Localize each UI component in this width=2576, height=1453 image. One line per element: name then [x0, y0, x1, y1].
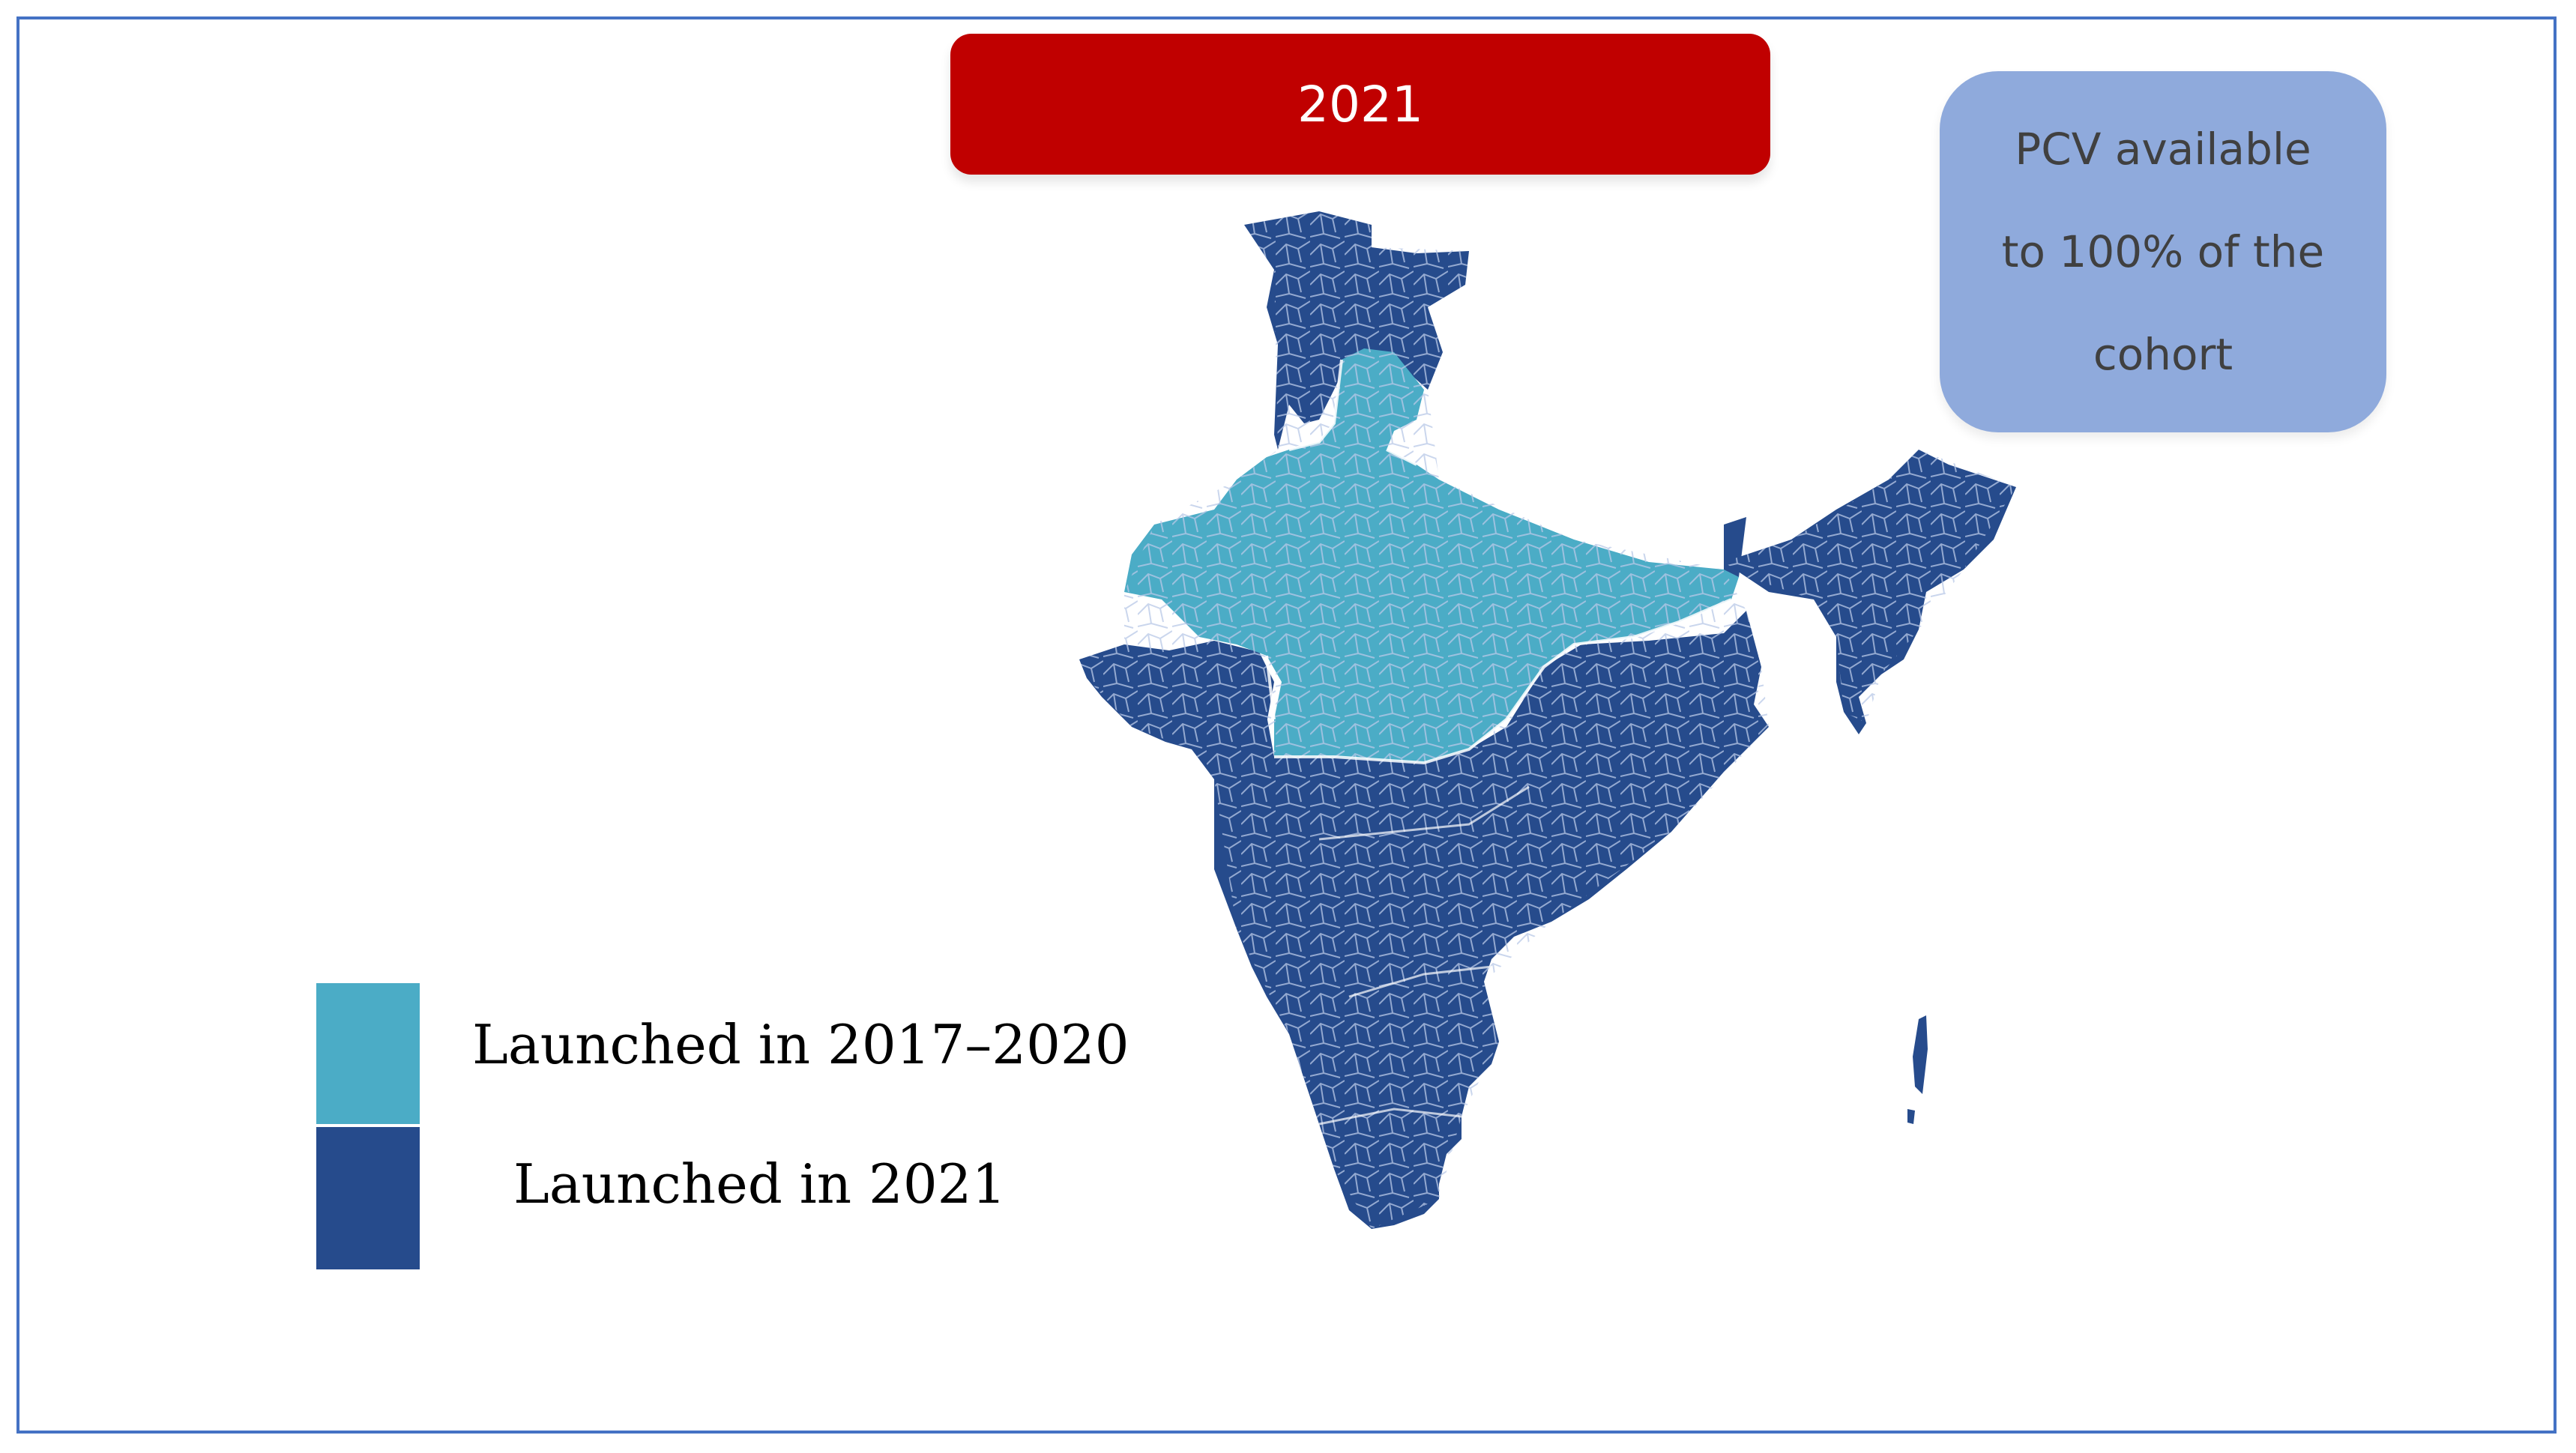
- info-line-2: to 100% of the: [2001, 226, 2325, 277]
- coverage-info-card: PCV available to 100% of the cohort: [1940, 71, 2386, 432]
- legend-swatch-2021: [316, 1127, 420, 1269]
- info-line-1: PCV available: [2015, 123, 2311, 175]
- legend-swatch-2017-2020: [316, 983, 420, 1124]
- year-banner: 2021: [950, 34, 1770, 175]
- figure-frame: [16, 16, 2557, 1434]
- map-region-andaman: [1907, 1015, 1928, 1124]
- year-label: 2021: [1297, 75, 1423, 133]
- info-line-3: cohort: [2093, 328, 2233, 380]
- legend-label-2017-2020: Launched in 2017–2020: [472, 1013, 1129, 1076]
- legend-label-2021: Launched in 2021: [513, 1153, 1007, 1215]
